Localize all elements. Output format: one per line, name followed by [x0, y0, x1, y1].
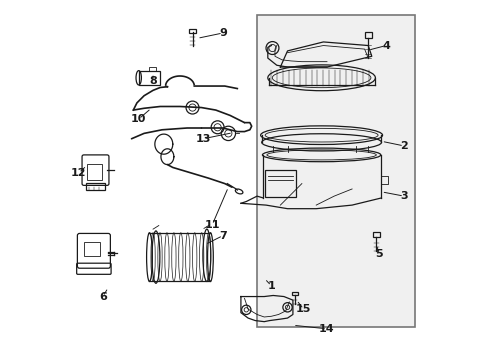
Text: 1: 1	[267, 281, 275, 291]
Text: 8: 8	[149, 76, 157, 86]
Text: 11: 11	[204, 220, 220, 230]
Bar	[87, 164, 102, 180]
Text: 3: 3	[400, 191, 407, 201]
Bar	[83, 242, 100, 256]
Bar	[188, 29, 196, 33]
Bar	[265, 170, 295, 197]
Text: 4: 4	[382, 41, 389, 50]
Text: 9: 9	[219, 28, 226, 38]
Bar	[291, 292, 297, 295]
Text: 7: 7	[219, 231, 226, 240]
Text: 13: 13	[195, 134, 210, 144]
Text: 12: 12	[71, 168, 86, 178]
Bar	[139, 71, 160, 85]
Text: 10: 10	[131, 114, 146, 124]
Text: 14: 14	[319, 324, 334, 334]
Text: 2: 2	[399, 141, 407, 151]
Bar	[257, 15, 414, 327]
Text: 5: 5	[374, 248, 382, 258]
Bar	[85, 183, 105, 190]
Text: 6: 6	[99, 292, 106, 302]
Bar	[372, 232, 379, 237]
Bar	[364, 32, 371, 39]
Bar	[149, 67, 156, 71]
Text: 15: 15	[295, 304, 311, 314]
